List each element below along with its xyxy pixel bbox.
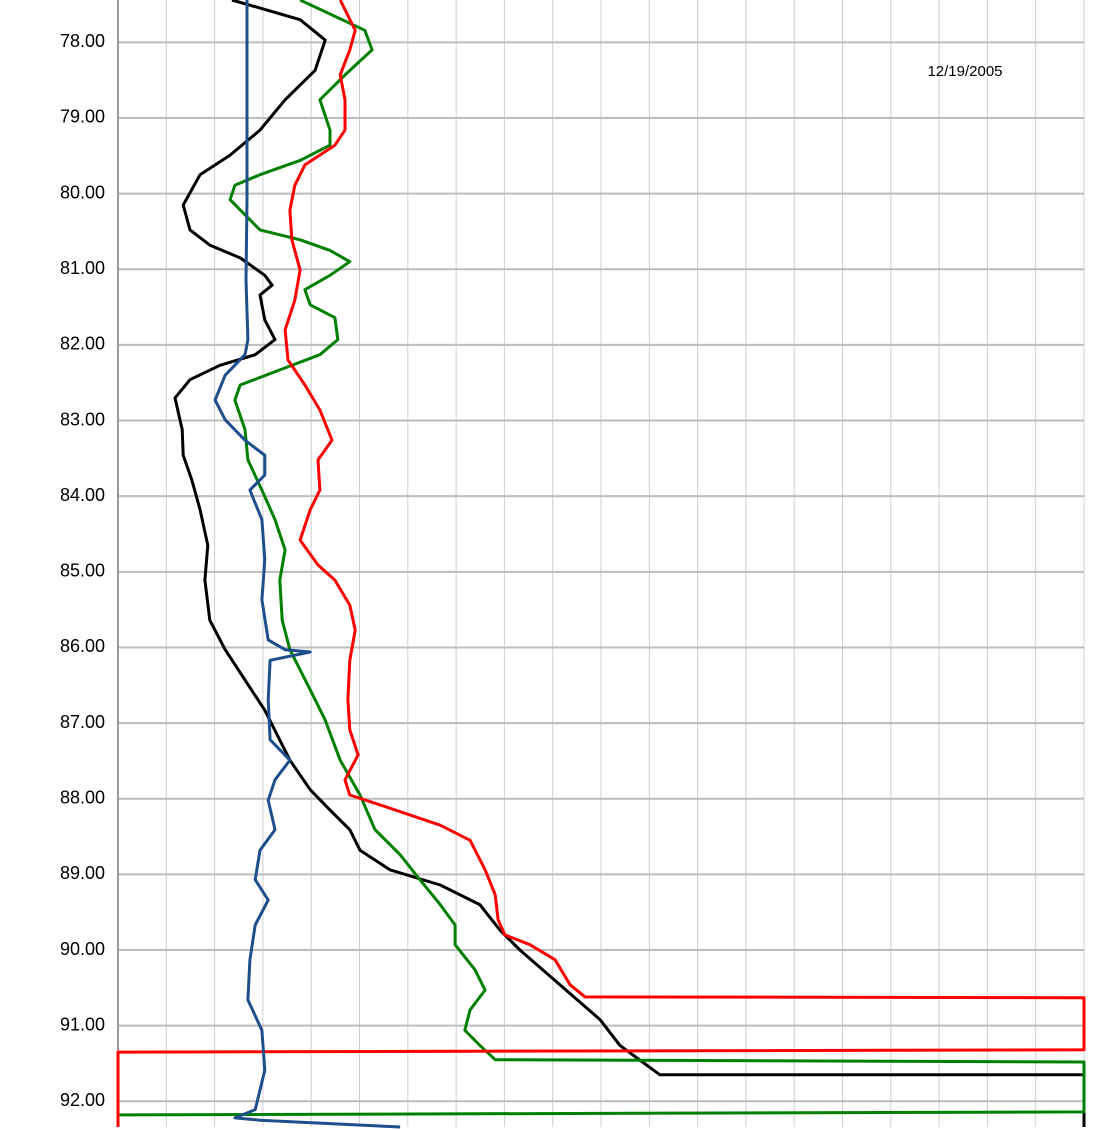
y-tick-label: 85.00: [60, 561, 105, 581]
log-trace: [116, 0, 1086, 1127]
y-tick-label: 91.00: [60, 1014, 105, 1034]
y-tick-label: 78.00: [60, 31, 105, 51]
y-tick-label: 82.00: [60, 334, 105, 354]
y-tick-label: 90.00: [60, 939, 105, 959]
y-tick-label: 87.00: [60, 712, 105, 732]
y-tick-label: 86.00: [60, 636, 105, 656]
annotation: 12/19/2005: [927, 63, 1002, 80]
y-tick-label: 88.00: [60, 787, 105, 807]
y-tick-label: 89.00: [60, 863, 105, 883]
y-tick-label: 79.00: [60, 107, 105, 127]
log-trace: [173, 0, 1086, 1127]
y-tick-label: 83.00: [60, 409, 105, 429]
y-tick-label: 81.00: [60, 258, 105, 278]
y-tick-label: 80.00: [60, 182, 105, 202]
y-tick-label: 84.00: [60, 485, 105, 505]
log-trace: [213, 0, 401, 1129]
y-tick-label: 92.00: [60, 1090, 105, 1110]
